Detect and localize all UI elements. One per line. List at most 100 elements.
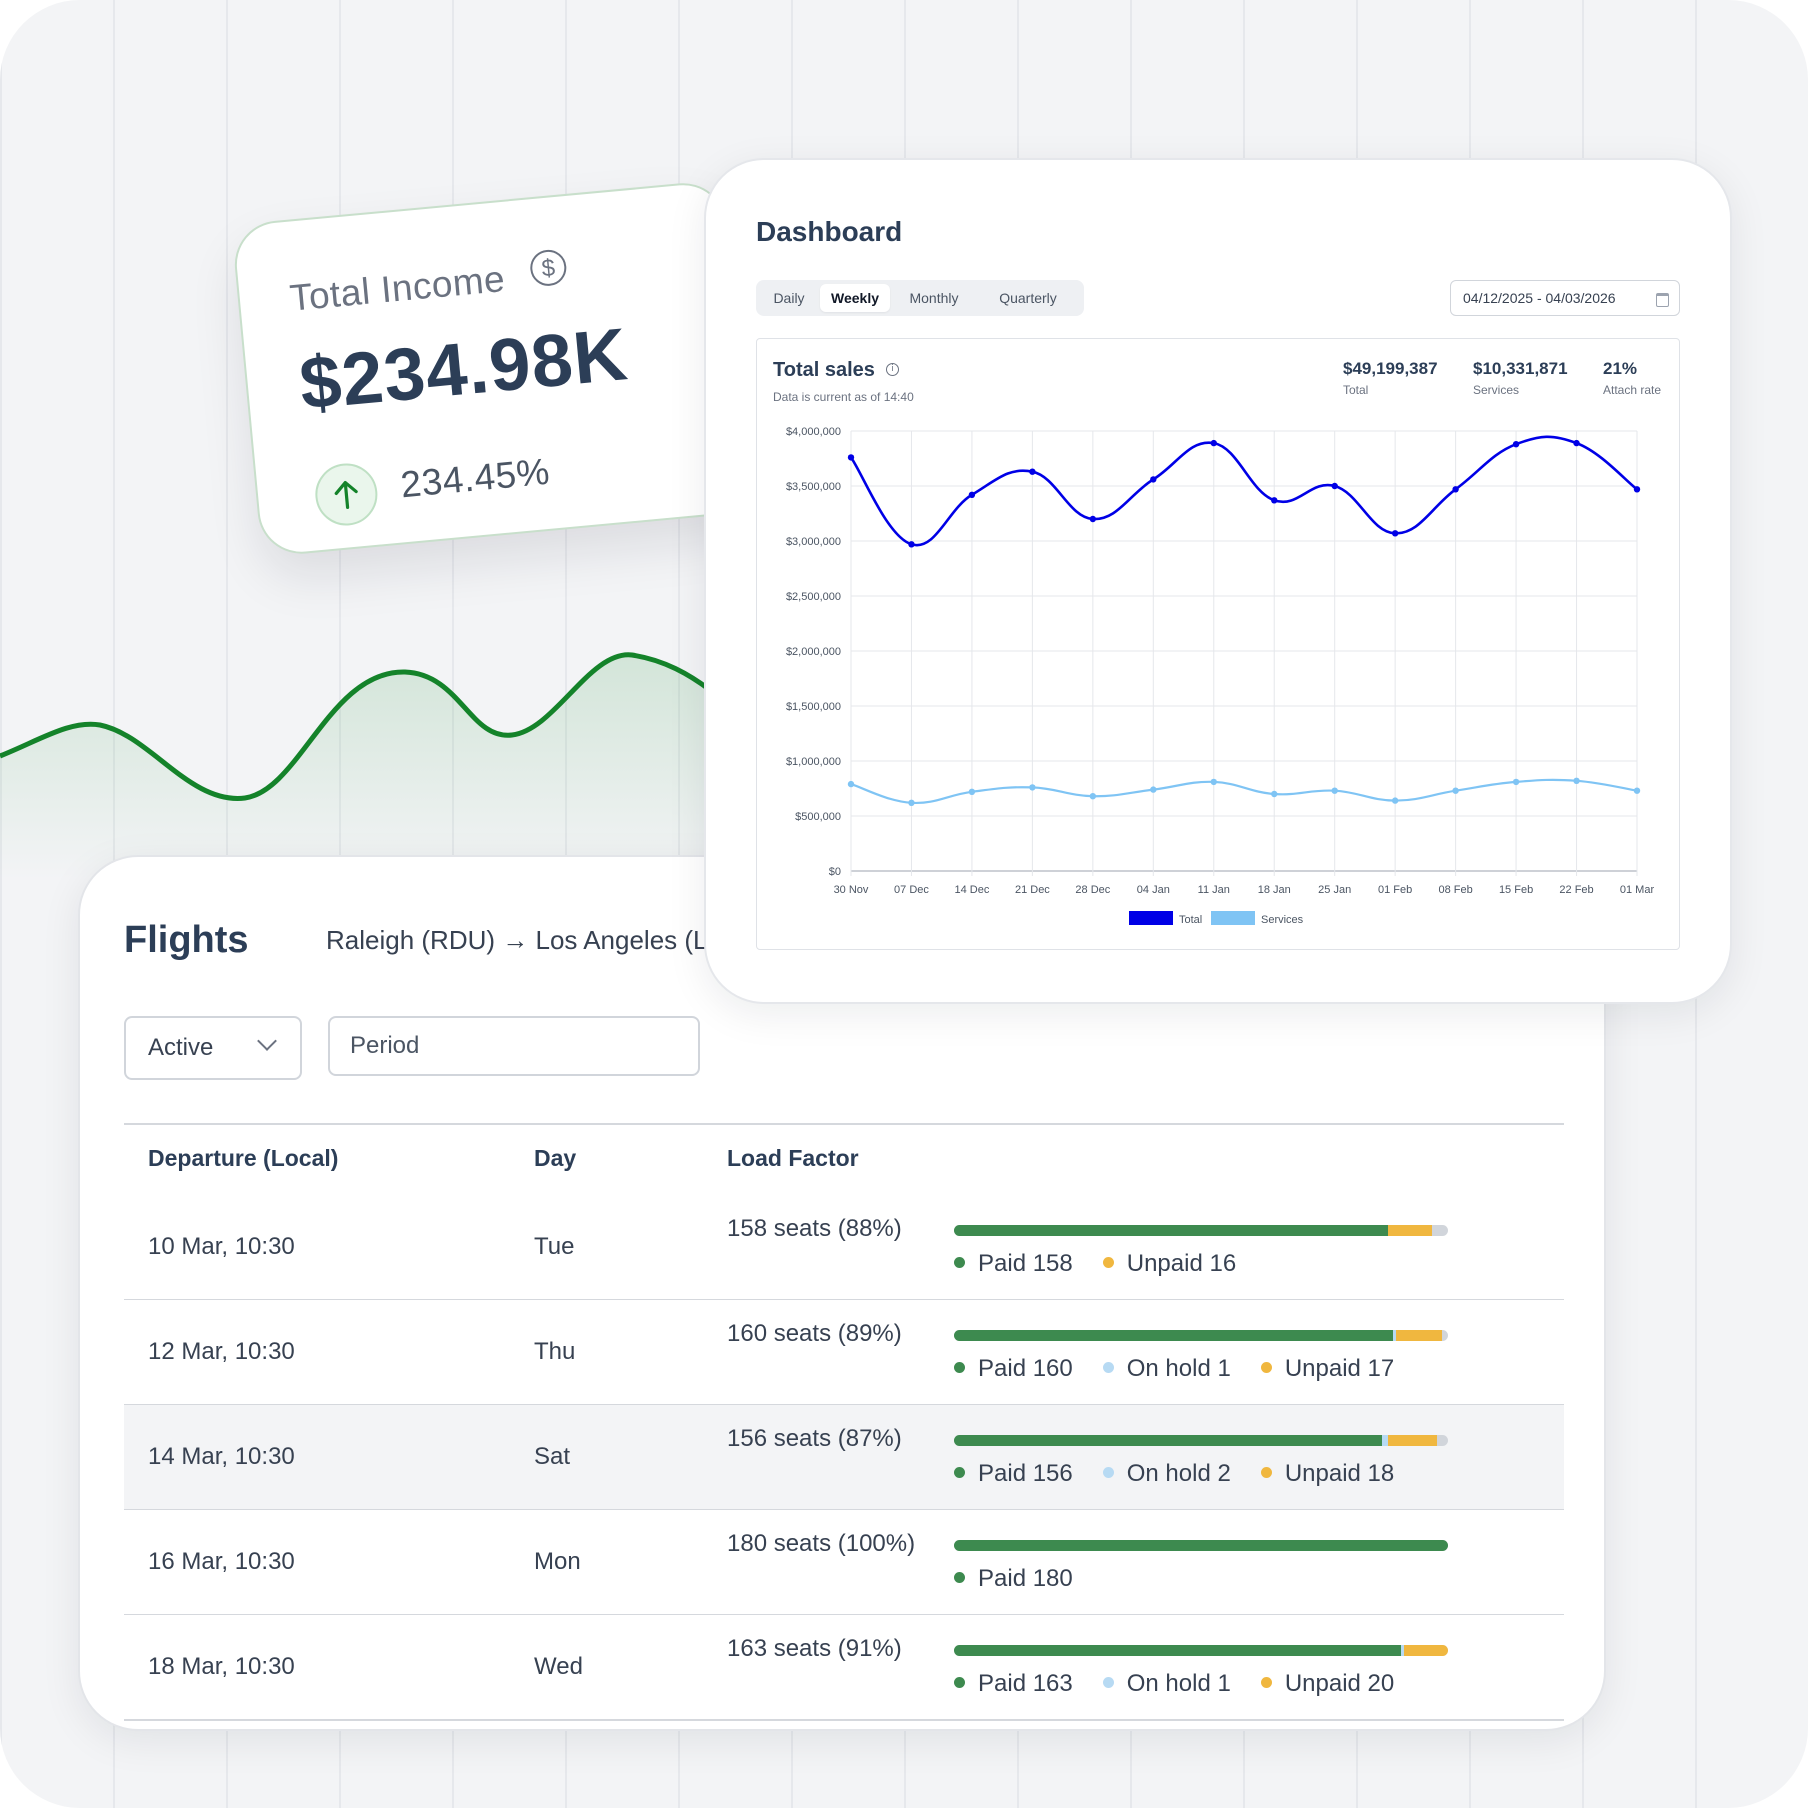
legend-swatch-total: [1129, 911, 1173, 925]
data-point-total: [1331, 482, 1338, 490]
data-point-total: [968, 491, 976, 498]
data-point-services: [1633, 787, 1641, 794]
x-tick-label: 11 Jan: [1198, 884, 1230, 896]
y-tick-label: $0: [829, 866, 841, 878]
bar-segment-unpaid: [1404, 1645, 1448, 1656]
column-departure: Departure (Local): [148, 1145, 339, 1171]
legend-label: Unpaid 18: [1284, 1460, 1395, 1487]
x-tick-label: 18 Jan: [1258, 884, 1291, 896]
bar-segment-paid: [954, 1330, 1394, 1341]
legend-swatch-services: [1211, 911, 1255, 925]
legend-item: Unpaid 16: [1102, 1250, 1236, 1278]
stat-attach-value: 21%: [1603, 359, 1638, 378]
flights-title: Flights: [124, 919, 249, 961]
legend-dot: [1102, 1677, 1114, 1689]
x-tick-label: 14 Dec: [954, 884, 989, 896]
legend-dot: [954, 1677, 965, 1689]
x-tick-label: 01 Mar: [1620, 884, 1655, 896]
legend-item: Unpaid 18: [1260, 1460, 1395, 1488]
x-tick-label: 01 Feb: [1378, 884, 1412, 896]
bar-segment-paid: [954, 1225, 1388, 1236]
load-factor-bar: [954, 1225, 1448, 1236]
table-row[interactable]: 18 Mar, 10:30 Wed 163 seats (91%) Paid 163 O…: [124, 1615, 1564, 1721]
series-line-total: [849, 435, 1638, 547]
legend-dot: [1260, 1467, 1272, 1479]
stat-services-label: Services: [1473, 383, 1520, 397]
bar-segment-paid: [954, 1540, 1448, 1551]
stat-total-value: $49,199,387: [1343, 359, 1438, 378]
stat-services: $10,331,871 Services: [1473, 359, 1568, 397]
day-cell: Thu: [534, 1338, 576, 1365]
legend-label: On hold 2: [1126, 1460, 1231, 1487]
tab-monthly[interactable]: Monthly: [909, 290, 959, 306]
dashboard-card: Dashboard Daily Weekly Monthly Quarterly…: [704, 158, 1732, 1004]
data-point-total: [1210, 439, 1217, 447]
x-tick-label: 22 Feb: [1559, 884, 1593, 896]
table-row[interactable]: 16 Mar, 10:30 Mon 180 seats (100%) Paid 180: [124, 1510, 1564, 1616]
legend-label: Paid 160: [978, 1355, 1073, 1382]
legend-dot: [954, 1572, 965, 1584]
legend-dot: [1102, 1467, 1114, 1479]
legend-item: On hold 1: [1102, 1670, 1231, 1698]
x-tick-label: 30 Nov: [834, 884, 869, 896]
status-dropdown[interactable]: Active: [124, 1016, 302, 1080]
legend-label-total: Total: [1179, 914, 1202, 926]
data-point-total: [1150, 476, 1157, 483]
load-factor-legend: Paid 156 On hold 2 Unpaid 18: [954, 1460, 1424, 1490]
load-factor-legend: Paid 180: [954, 1565, 1103, 1595]
load-factor-legend: Paid 160 On hold 1 Unpaid 17: [954, 1355, 1424, 1385]
legend-label: Paid 158: [978, 1250, 1073, 1277]
data-point-total: [1573, 439, 1580, 447]
income-value: $234.98K: [296, 312, 632, 426]
stat-total: $49,199,387 Total: [1343, 359, 1438, 397]
tab-quarterly[interactable]: Quarterly: [999, 290, 1057, 306]
day-cell: Tue: [534, 1233, 575, 1260]
data-point-services: [1331, 787, 1338, 794]
legend-dot: [954, 1362, 965, 1374]
legend-dot: [954, 1467, 965, 1479]
tab-weekly[interactable]: Weekly: [820, 284, 890, 312]
legend-label: Unpaid 20: [1284, 1670, 1395, 1697]
period-input[interactable]: [328, 1016, 700, 1076]
total-sales-panel: Total sales i Data is current as of 14:4…: [756, 338, 1680, 950]
tab-daily[interactable]: Daily: [773, 290, 805, 306]
data-point-services: [1150, 786, 1157, 793]
bar-segment-on-hold: [1393, 1330, 1396, 1341]
legend-item: Paid 160: [954, 1355, 1073, 1383]
x-tick-label: 15 Feb: [1499, 884, 1533, 896]
day-cell: Mon: [534, 1548, 581, 1575]
column-load-factor: Load Factor: [727, 1145, 859, 1171]
legend-label: On hold 1: [1126, 1670, 1231, 1697]
seats-cell: 163 seats (91%): [727, 1635, 902, 1662]
info-icon[interactable]: i: [886, 363, 899, 376]
y-tick-label: $4,000,000: [786, 426, 841, 438]
data-point-services: [1029, 784, 1036, 791]
table-row[interactable]: 14 Mar, 10:30 Sat 156 seats (87%) Paid 156 O…: [124, 1405, 1564, 1511]
stat-attach-label: Attach rate: [1603, 383, 1662, 397]
legend-dot: [954, 1257, 965, 1269]
data-point-services: [1210, 778, 1217, 786]
stat-services-value: $10,331,871: [1473, 359, 1568, 378]
table-row[interactable]: 10 Mar, 10:30 Tue 158 seats (88%) Paid 158 U…: [124, 1195, 1564, 1301]
table-row[interactable]: 12 Mar, 10:30 Thu 160 seats (89%) Paid 160 O…: [124, 1300, 1564, 1406]
legend-label: Unpaid 17: [1284, 1355, 1395, 1382]
legend-label: Paid 163: [978, 1670, 1073, 1697]
bar-segment-on-hold: [1401, 1645, 1405, 1656]
data-point-services: [847, 780, 855, 788]
bar-segment-unpaid: [1395, 1330, 1443, 1341]
sales-title: Total sales: [773, 359, 875, 381]
data-point-total: [1391, 530, 1399, 537]
legend-item: Paid 156: [954, 1460, 1073, 1488]
departure-cell: 14 Mar, 10:30: [148, 1443, 295, 1470]
date-range-picker[interactable]: 04/12/2025 - 04/03/2026: [1450, 280, 1680, 316]
total-income-card: Total Income $ $234.98K 234.45%: [231, 179, 754, 558]
legend-dot: [1260, 1362, 1272, 1374]
data-point-services: [1452, 787, 1459, 794]
wave-line: [0, 652, 712, 801]
date-range-value: 04/12/2025 - 04/03/2026: [1463, 290, 1616, 306]
load-factor-bar: [954, 1330, 1448, 1341]
day-cell: Wed: [534, 1653, 583, 1680]
day-cell: Sat: [534, 1443, 571, 1470]
income-change: 234.45%: [398, 450, 552, 506]
